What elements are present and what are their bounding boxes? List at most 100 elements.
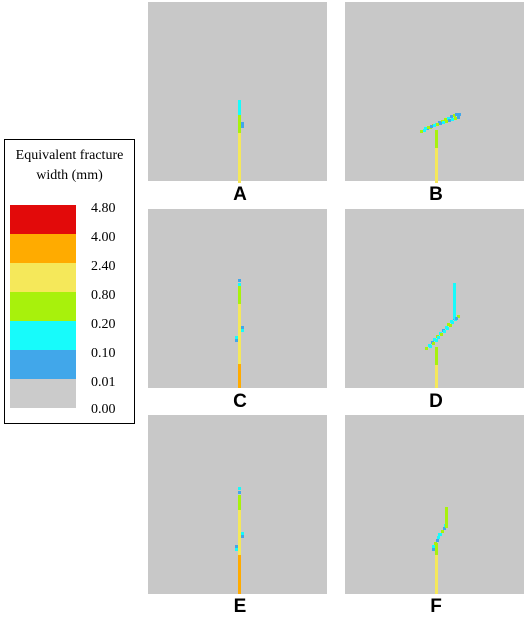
fracture-cell	[238, 385, 241, 388]
fracture-cell	[238, 501, 241, 504]
fracture-cell	[435, 364, 438, 367]
fracture-cell	[238, 279, 241, 282]
fracture-cell	[238, 283, 241, 286]
fracture-cell	[238, 322, 241, 325]
fracture-cell	[238, 531, 241, 534]
fracture-cell	[435, 153, 438, 156]
fracture-cell	[445, 519, 448, 522]
fracture-cell	[435, 385, 438, 388]
fracture-cell	[238, 289, 241, 292]
fracture-cell	[453, 295, 456, 298]
fracture-cell	[238, 382, 241, 385]
fracture-cell	[440, 333, 443, 336]
fracture-cell	[435, 555, 438, 558]
fracture-cell	[238, 177, 241, 180]
fracture-cell	[453, 292, 456, 295]
fracture-cell	[238, 156, 241, 159]
fracture-cell	[453, 310, 456, 313]
fracture-cell	[238, 487, 241, 490]
fracture-cell	[427, 126, 430, 129]
fracture-cell	[238, 112, 241, 115]
fracture-cell	[238, 310, 241, 313]
fracture-cell	[442, 121, 445, 124]
legend-title: Equivalent fracture width (mm)	[5, 146, 134, 186]
fracture-cell	[238, 561, 241, 564]
fracture-cell	[238, 132, 241, 135]
fracture-cell	[238, 543, 241, 546]
fracture-cell	[238, 295, 241, 298]
fracture-cell	[435, 367, 438, 370]
legend-tick: 0.80	[91, 288, 116, 303]
fracture-cell	[238, 325, 241, 328]
fracture-cell	[238, 346, 241, 349]
fracture-cell	[238, 570, 241, 573]
fracture-cell	[238, 328, 241, 331]
fracture-cell	[238, 124, 241, 127]
fracture-cell	[238, 491, 241, 494]
fracture-cell	[435, 588, 438, 591]
fracture-cell	[238, 165, 241, 168]
fracture-cell	[238, 549, 241, 552]
fracture-cell	[241, 326, 244, 329]
fracture-cell	[238, 343, 241, 346]
fracture-cell	[241, 329, 244, 332]
fracture-cell	[238, 316, 241, 319]
fracture-cell	[435, 353, 438, 356]
fracture-cell	[238, 150, 241, 153]
fracture-cell	[453, 304, 456, 307]
fracture-cell	[434, 542, 437, 545]
fracture-cell	[432, 548, 435, 551]
fracture-cell	[435, 171, 438, 174]
fracture-cell	[437, 536, 440, 539]
legend-tick: 0.00	[91, 402, 116, 417]
fracture-cell	[241, 535, 244, 538]
fracture-cell	[238, 115, 241, 118]
fracture-cell	[235, 545, 238, 548]
fracture-cell	[238, 573, 241, 576]
swatch-cyan	[10, 321, 76, 350]
fracture-cell	[238, 144, 241, 147]
fracture-cell	[435, 356, 438, 359]
swatch-yellow	[10, 263, 76, 292]
fracture-cell	[435, 162, 438, 165]
swatch-gray	[10, 379, 76, 408]
fracture-cell	[238, 141, 241, 144]
fracture-cell	[435, 142, 438, 145]
fracture-panel-a	[148, 2, 327, 183]
fracture-cell	[238, 301, 241, 304]
legend: Equivalent fracture width (mm) 4.80 4.00…	[4, 139, 135, 424]
fracture-cell	[235, 336, 238, 339]
fracture-cell	[458, 113, 461, 116]
fracture-cell	[435, 362, 438, 365]
fracture-cell	[435, 136, 438, 139]
fracture-cell	[238, 579, 241, 582]
fracture-cell	[435, 177, 438, 180]
fracture-cell	[445, 120, 448, 123]
fracture-cell	[238, 567, 241, 570]
fracture-cell	[435, 133, 438, 136]
fracture-cell	[435, 174, 438, 177]
fracture-cell	[435, 145, 438, 148]
fracture-cell	[435, 591, 438, 594]
fracture-cell	[238, 109, 241, 112]
fracture-cell	[423, 129, 426, 132]
fracture-cell	[445, 516, 448, 519]
fracture-cell	[445, 513, 448, 516]
fracture-cell	[238, 162, 241, 165]
fracture-cell	[238, 519, 241, 522]
fracture-cell	[457, 315, 460, 318]
fracture-cell	[453, 301, 456, 304]
fracture-cell	[420, 130, 423, 133]
fracture-cell	[235, 339, 238, 342]
fracture-cell	[430, 125, 433, 128]
fracture-cell	[435, 147, 438, 150]
fracture-cell	[241, 125, 244, 128]
fracture-cell	[435, 347, 438, 350]
fracture-cell	[241, 532, 244, 535]
fracture-cell	[448, 119, 451, 122]
fracture-cell	[435, 376, 438, 379]
fracture-cell	[238, 516, 241, 519]
fracture-cell	[238, 361, 241, 364]
fracture-cell	[435, 573, 438, 576]
fracture-cell	[238, 168, 241, 171]
